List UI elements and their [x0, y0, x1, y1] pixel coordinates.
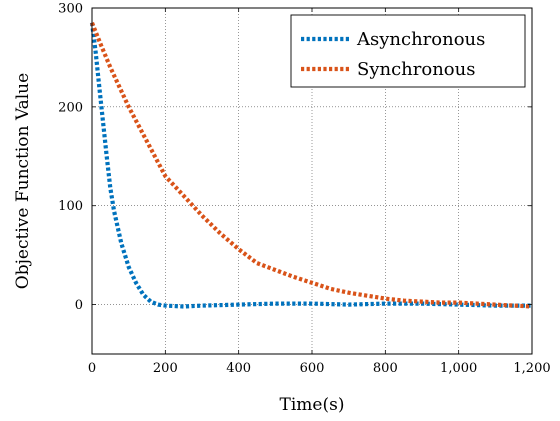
legend-label: Asynchronous [356, 29, 485, 50]
x-tick-label: 1,200 [513, 361, 550, 376]
y-tick-label: 0 [75, 298, 83, 313]
x-tick-label: 1,000 [440, 361, 477, 376]
x-axis-ticks: 0 200 400 600 800 1,000 1,200 [88, 8, 551, 376]
y-axis-label: Objective Function Value [13, 73, 33, 289]
series-line-asynchronous [89, 22, 532, 309]
x-tick-label: 0 [88, 361, 96, 376]
x-tick-label: 600 [300, 361, 325, 376]
legend-box [290, 14, 526, 88]
x-tick-label: 200 [153, 361, 178, 376]
legend-label: Synchronous [357, 59, 475, 80]
x-axis-label: Time(s) [280, 395, 345, 415]
series-line-synchronous [90, 22, 533, 309]
x-tick-label: 400 [226, 361, 251, 376]
legend: Asynchronous Synchronous [290, 14, 526, 88]
y-axis-ticks: 0 100 200 300 [58, 2, 532, 313]
x-tick-label: 800 [373, 361, 398, 376]
y-tick-label: 200 [58, 100, 83, 115]
series-layer [89, 22, 533, 309]
y-tick-label: 100 [58, 199, 83, 214]
y-tick-label: 300 [58, 2, 83, 17]
